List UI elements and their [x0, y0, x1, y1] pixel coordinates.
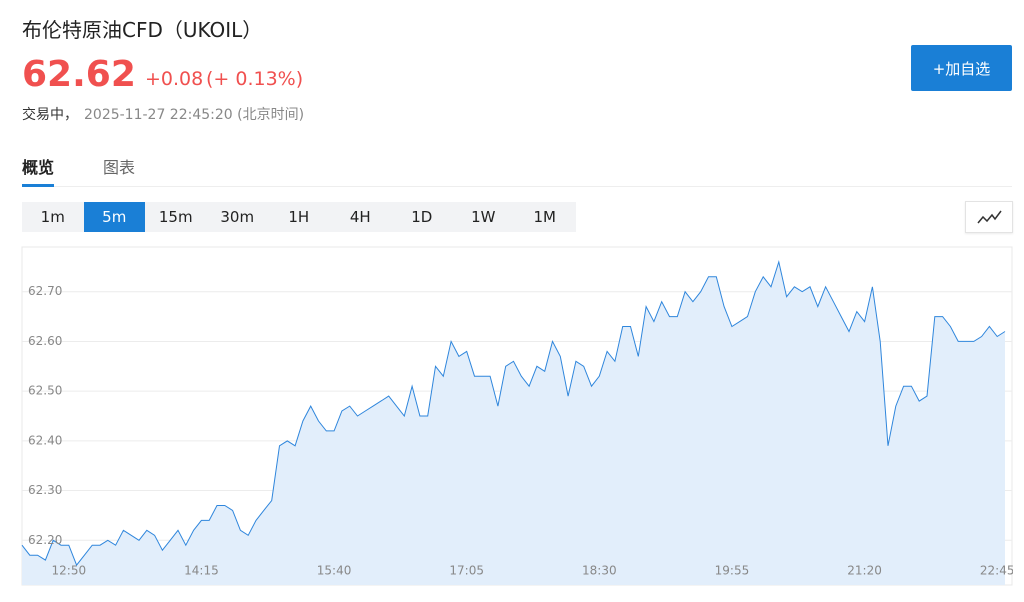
tab[interactable]: 图表 — [103, 158, 136, 177]
interval-button[interactable]: 1H — [288, 208, 310, 226]
change: +0.08 — [145, 68, 204, 90]
interval-button[interactable]: 15m — [158, 208, 193, 226]
x-tick-label: 15:40 — [317, 564, 352, 578]
x-tick-label: 17:05 — [449, 564, 484, 578]
interval-button[interactable]: 1m — [40, 208, 65, 226]
price-line — [21, 259, 1006, 567]
x-tick-label: 21:20 — [847, 564, 882, 578]
x-tick-label: 19:55 — [715, 564, 750, 578]
y-tick-label: 62.70 — [28, 284, 62, 298]
change-percent: (+ 0.13%) — [206, 68, 304, 90]
y-tick-label: 62.60 — [28, 334, 62, 348]
y-tick-label: 62.20 — [28, 533, 62, 547]
chart-type-button[interactable] — [965, 201, 1013, 233]
y-tick-label: 62.30 — [28, 483, 62, 497]
interval-bar: 1m 5m 15m 30m 1H 4H 1D 1W 1M — [22, 202, 576, 232]
watch-button[interactable]: +加自选 — [911, 45, 1012, 91]
title: 布伦特原油CFD（UKOIL） — [22, 18, 263, 42]
status: 交易中， — [22, 107, 78, 123]
x-tick-label: 14:15 — [184, 564, 219, 578]
price: 62.62 — [22, 54, 136, 95]
tab-bar: 概览 图表 — [22, 150, 1012, 187]
interval-button[interactable]: 1D — [411, 208, 433, 226]
y-tick-label: 62.40 — [28, 433, 62, 447]
interval-button[interactable]: 5m — [83, 202, 145, 232]
x-tick-label: 22:45 — [980, 564, 1013, 578]
interval-button[interactable]: 30m — [220, 208, 255, 226]
chart-type-icon — [977, 210, 1002, 224]
area-fill — [22, 261, 1005, 585]
icon-line — [977, 210, 1002, 224]
interval-button[interactable]: 4H — [349, 208, 371, 226]
timestamp: 2025-11-27 22:45:20 (北京时间) — [84, 107, 305, 123]
interval-button[interactable]: 1M — [533, 208, 557, 226]
x-tick-label: 12:50 — [52, 564, 87, 578]
interval-button[interactable]: 1W — [471, 208, 496, 226]
x-tick-label: 18:30 — [582, 564, 617, 578]
y-tick-label: 62.50 — [28, 384, 62, 398]
tab[interactable]: 概览 — [22, 154, 55, 187]
